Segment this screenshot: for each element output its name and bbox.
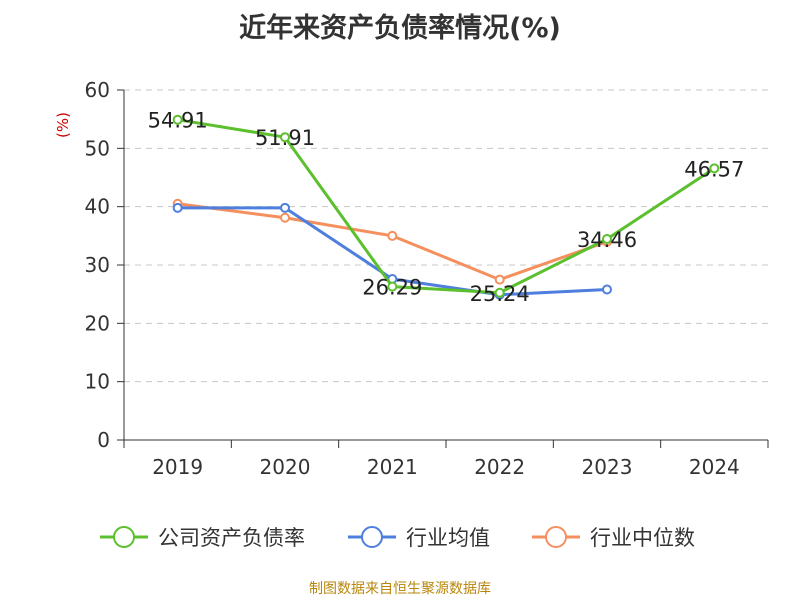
y-tick-label: 0 [97, 428, 110, 452]
legend-label: 行业中位数 [590, 526, 695, 550]
data-point [387, 230, 398, 241]
data-point [709, 163, 720, 174]
y-tick-label: 40 [85, 195, 110, 219]
legend-item: 行业均值 [348, 526, 490, 550]
x-tick-label: 2019 [152, 455, 203, 479]
source-note: 制图数据来自恒生聚源数据库 [309, 581, 491, 597]
data-point [280, 212, 290, 223]
legend-label: 公司资产负债率 [158, 526, 305, 550]
y-tick-label: 30 [85, 253, 110, 277]
data-point [172, 114, 183, 125]
chart-title: 近年来资产负债率情况(%) [239, 13, 561, 44]
data-point [602, 284, 612, 295]
legend-item: 公司资产负债率 [100, 526, 305, 550]
data-label: 26.29 [362, 276, 422, 300]
grid [124, 89, 768, 383]
data-point [280, 132, 290, 143]
series-line [177, 118, 716, 295]
data-point [280, 202, 290, 213]
legend-marker [545, 526, 567, 548]
series-line [177, 202, 608, 282]
legend-label: 行业均值 [406, 526, 490, 550]
data-point [387, 281, 398, 292]
data-label: 54.91 [148, 109, 208, 133]
y-tick-label: 50 [85, 136, 110, 160]
y-tick-label: 60 [85, 78, 110, 102]
data-point [172, 202, 183, 213]
data-label: 51.91 [255, 126, 315, 150]
data-label: 25.24 [470, 282, 530, 306]
series [172, 114, 720, 300]
data-point [494, 287, 505, 298]
data-point [602, 233, 612, 244]
x-tick-label: 2022 [474, 455, 525, 479]
axes: 0 10 20 30 40 50 60 2019 2020 2021 2022 2023 2024 [85, 78, 769, 479]
y-tick-label: 10 [85, 370, 110, 394]
data-label: 34.46 [577, 228, 637, 252]
legend: 公司资产负债率 行业均值 行业中位数 [100, 526, 695, 550]
x-tick-label: 2024 [689, 455, 740, 479]
legend-marker [361, 526, 383, 548]
x-tick-label: 2020 [260, 455, 311, 479]
y-tick-label: 20 [85, 311, 110, 335]
x-tick-label: 2023 [582, 455, 633, 479]
data-labels: 54.91 51.91 26.29 25.24 34.46 46.57 [148, 109, 745, 306]
data-point [494, 274, 505, 285]
legend-item: 行业中位数 [532, 526, 695, 550]
x-tick-label: 2021 [367, 455, 418, 479]
y-axis-label: (%) [54, 112, 72, 138]
legend-marker [113, 526, 135, 548]
data-label: 46.57 [684, 157, 744, 181]
